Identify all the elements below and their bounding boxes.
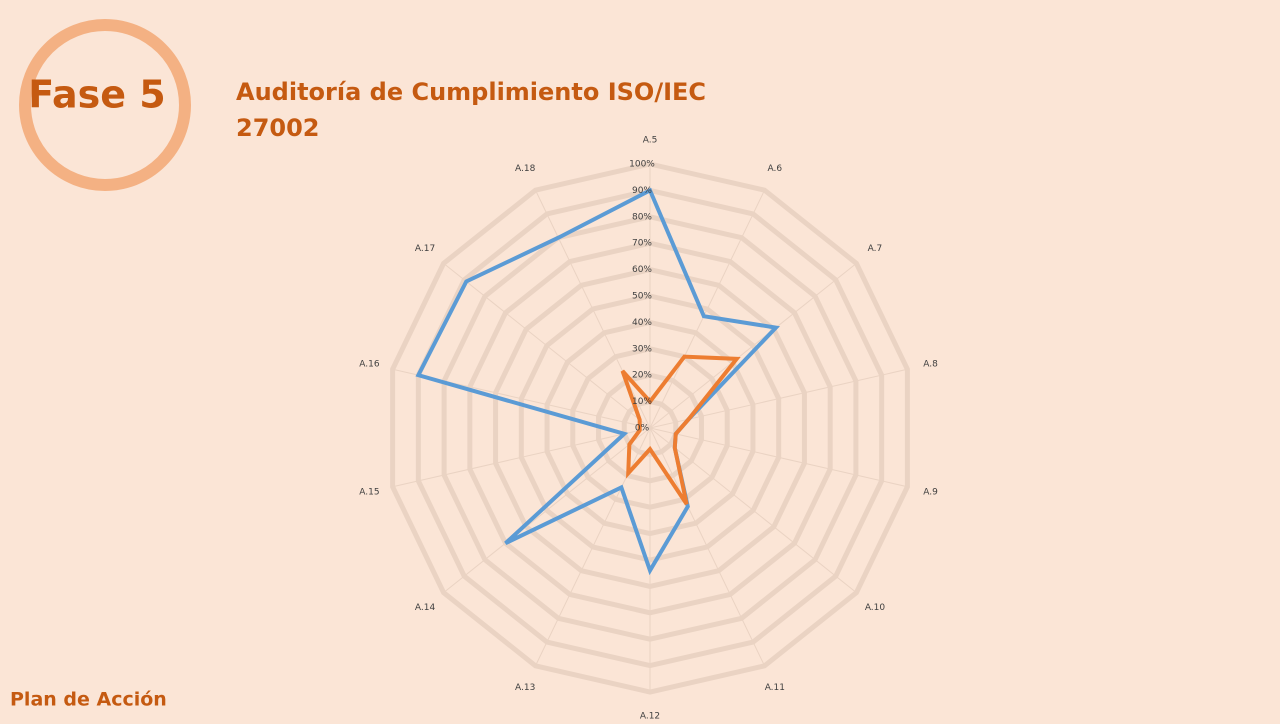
category-label: A.5 [643, 136, 658, 146]
spoke [649, 189, 765, 429]
spoke [649, 427, 857, 593]
r-tick-label: 50% [632, 292, 652, 302]
category-label: A.10 [865, 603, 886, 613]
phase-label: Fase 5 [28, 73, 165, 117]
spoke [443, 263, 651, 429]
r-tick-label: 90% [632, 186, 652, 196]
spoke [535, 189, 651, 429]
category-label: A.16 [359, 359, 380, 369]
footer-label: Plan de Acción [10, 689, 167, 711]
category-label: A.7 [868, 244, 883, 254]
r-tick-label: 80% [632, 212, 652, 222]
category-label: A.17 [415, 244, 435, 254]
r-tick-label: 60% [632, 265, 652, 275]
spoke [649, 427, 908, 488]
category-label: A.8 [923, 359, 938, 369]
series-line [620, 354, 741, 506]
category-label: A.6 [768, 164, 783, 174]
spoke [649, 427, 765, 667]
title-line: Auditoría de Cumplimiento ISO/IEC [236, 78, 706, 106]
category-label: A.12 [640, 711, 660, 720]
r-tick-label: 70% [632, 239, 652, 249]
category-label: A.15 [359, 488, 379, 498]
r-tick-label: 100% [629, 160, 655, 170]
r-tick-label: 30% [632, 344, 652, 354]
spoke [443, 427, 651, 593]
chart-title: Auditoría de Cumplimiento ISO/IEC 27002 [236, 78, 706, 142]
r-tick-label: 40% [632, 318, 652, 328]
category-label: A.18 [515, 164, 536, 174]
spoke [649, 368, 908, 429]
spoke [392, 427, 651, 488]
spoke [649, 263, 857, 429]
category-label: A.13 [515, 683, 535, 693]
category-label: A.11 [765, 683, 785, 693]
category-label: A.14 [415, 603, 436, 613]
r-tick-label: 10% [632, 397, 652, 407]
phase-ring [19, 19, 191, 191]
series-line [415, 187, 780, 576]
category-label: A.9 [923, 488, 938, 498]
r-tick-label: 0% [635, 424, 650, 434]
r-tick-label: 20% [632, 371, 652, 381]
